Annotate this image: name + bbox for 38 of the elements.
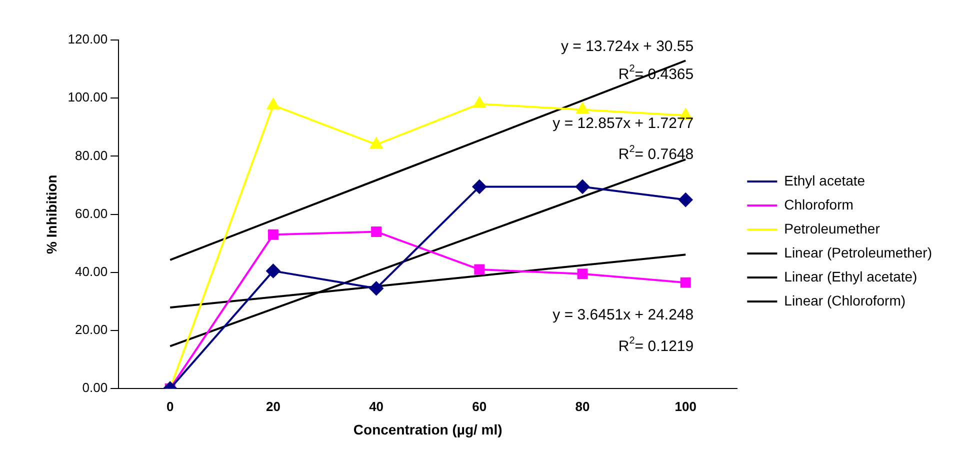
x-tick-label: 80 [575, 398, 590, 414]
point [370, 138, 383, 149]
point [576, 102, 589, 114]
y-tick-label: 120.00 [68, 32, 108, 47]
point [472, 180, 486, 194]
point [268, 229, 278, 240]
x-tick-label: 100 [674, 398, 696, 414]
y-tick-label: 0.00 [82, 380, 108, 396]
y-tick-label: 100.00 [68, 90, 108, 105]
point [371, 226, 382, 237]
x-axis-title: Concentration (µg/ ml) [353, 421, 502, 438]
x-tick-label: 0 [166, 398, 174, 414]
point [473, 96, 486, 108]
y-tick-label: 60.00 [75, 206, 108, 221]
legend-label: Ethyl acetate [784, 172, 866, 188]
point [267, 98, 280, 110]
point [576, 180, 590, 194]
legend-label: Linear (Petroleumether) [784, 244, 932, 260]
legend-label: Linear (Ethyl acetate) [784, 268, 918, 284]
annotation: y = 12.857x + 1.7277 [552, 114, 694, 132]
point [369, 281, 384, 296]
point [266, 264, 280, 278]
point [678, 192, 693, 207]
point [474, 264, 485, 275]
y-tick-label: 20.00 [75, 322, 108, 338]
legend-label: Linear (Chloroform) [784, 292, 906, 308]
annotation: y = 3.6451x + 24.248 [552, 306, 694, 324]
point [577, 268, 588, 280]
x-tick-label: 40 [369, 398, 384, 414]
legend-label: Petroleumether [784, 220, 880, 236]
y-tick-label: 40.00 [75, 264, 108, 279]
annotation: y = 13.724x + 30.55 [561, 38, 694, 56]
y-tick-label: 80.00 [75, 148, 108, 163]
y-axis-title: % Inhibition [43, 174, 60, 254]
x-tick-label: 60 [472, 398, 487, 414]
point [680, 277, 691, 288]
legend-label: Chloroform [784, 196, 854, 212]
x-tick-label: 20 [266, 398, 280, 414]
